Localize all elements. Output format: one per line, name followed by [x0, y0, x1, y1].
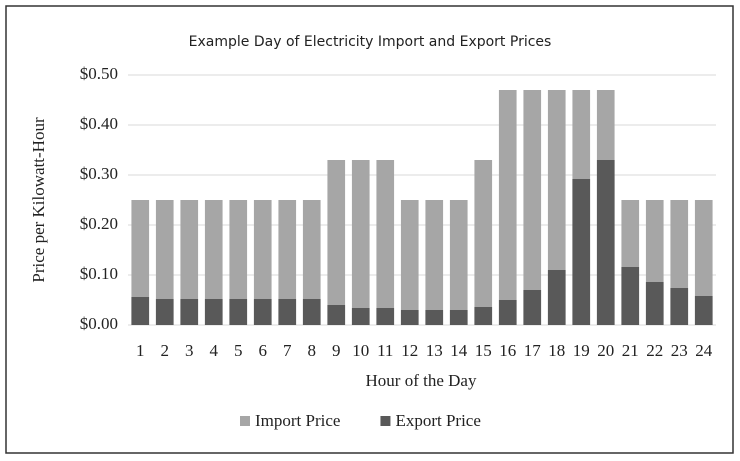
y-tick-label: $0.00	[80, 314, 118, 333]
bar	[670, 288, 689, 325]
x-tick-label: 22	[646, 341, 663, 360]
y-tick-label: $0.40	[80, 114, 118, 133]
bar	[131, 297, 150, 325]
x-tick-label: 2	[161, 341, 170, 360]
bar	[376, 308, 395, 325]
x-tick-label: 1	[136, 341, 145, 360]
x-tick-label: 6	[259, 341, 268, 360]
bar	[474, 307, 493, 325]
chart-title: Example Day of Electricity Import and Ex…	[189, 34, 552, 50]
y-axis-label: Price per Kilowatt-Hour	[29, 117, 48, 283]
bar	[694, 200, 713, 325]
x-tick-label: 5	[234, 341, 243, 360]
bar	[278, 200, 297, 325]
bar	[523, 90, 542, 325]
x-tick-label: 19	[573, 341, 590, 360]
legend-label: Import Price	[255, 411, 340, 430]
y-tick-label: $0.50	[80, 64, 118, 83]
bar	[155, 200, 174, 325]
bar	[131, 200, 150, 325]
x-tick-label: 15	[475, 341, 492, 360]
y-tick-label: $0.30	[80, 164, 118, 183]
bar	[498, 90, 517, 325]
bar	[253, 299, 272, 325]
bar	[253, 200, 272, 325]
bar	[229, 299, 248, 325]
bar	[645, 282, 664, 325]
bar	[425, 310, 444, 325]
bar	[523, 290, 542, 325]
bar	[572, 179, 591, 325]
bar	[474, 160, 493, 325]
x-tick-label: 12	[401, 341, 418, 360]
x-tick-label: 20	[597, 341, 614, 360]
x-tick-label: 18	[548, 341, 565, 360]
bar	[621, 267, 640, 325]
bar	[302, 200, 321, 325]
bar	[278, 299, 297, 325]
bar	[547, 90, 566, 325]
bar	[449, 200, 468, 325]
legend-swatch	[380, 416, 391, 426]
x-tick-label: 14	[450, 341, 468, 360]
bar	[204, 200, 223, 325]
bar	[327, 305, 346, 325]
x-tick-label: 23	[671, 341, 688, 360]
legend-swatch	[240, 416, 250, 426]
x-tick-label: 13	[426, 341, 443, 360]
x-axis-label: Hour of the Day	[366, 371, 477, 390]
bar	[449, 310, 468, 325]
bar	[400, 310, 419, 325]
bar	[400, 200, 419, 325]
x-tick-label: 3	[185, 341, 194, 360]
bar	[229, 200, 248, 325]
x-tick-label: 16	[499, 341, 516, 360]
bar	[376, 160, 395, 325]
y-tick-label: $0.20	[80, 214, 118, 233]
bar	[547, 270, 566, 325]
bar	[204, 299, 223, 325]
x-tick-label: 24	[695, 341, 713, 360]
bar	[596, 160, 615, 325]
legend-label: Export Price	[395, 411, 480, 430]
bar	[498, 300, 517, 325]
x-tick-label: 7	[283, 341, 292, 360]
bar	[327, 160, 346, 325]
bar	[694, 296, 713, 325]
bar	[351, 160, 370, 325]
bar	[425, 200, 444, 325]
x-tick-label: 4	[210, 341, 219, 360]
bar	[351, 308, 370, 325]
x-tick-label: 21	[622, 341, 639, 360]
bar	[180, 299, 199, 325]
bar	[302, 299, 321, 325]
x-tick-label: 17	[524, 341, 542, 360]
x-tick-label: 8	[308, 341, 317, 360]
x-tick-label: 9	[332, 341, 341, 360]
x-tick-label: 10	[352, 341, 369, 360]
bar	[155, 299, 174, 325]
y-tick-label: $0.10	[80, 264, 118, 283]
x-tick-label: 11	[377, 341, 393, 360]
bar	[180, 200, 199, 325]
